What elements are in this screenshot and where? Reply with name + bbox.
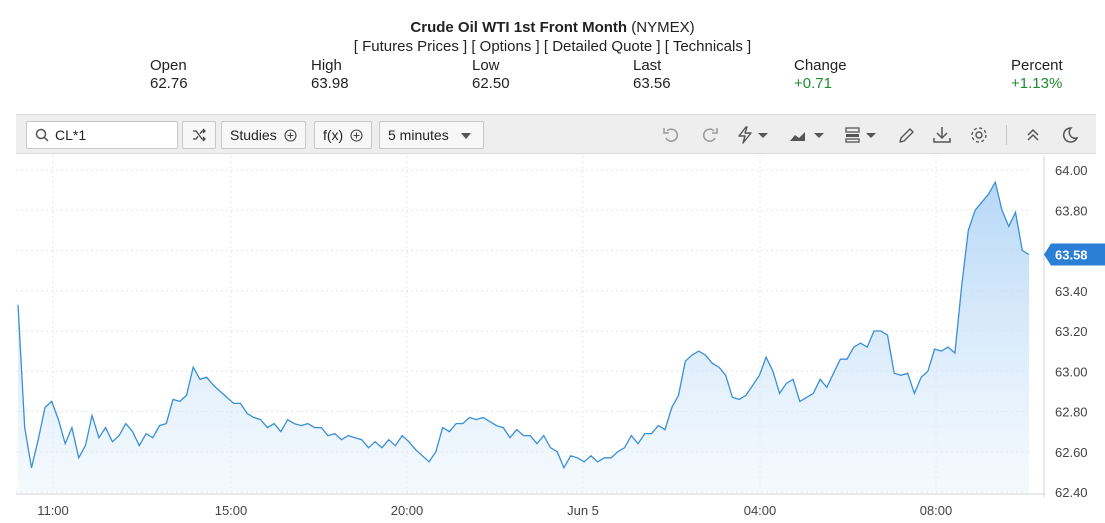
last-price-badge [1044,243,1105,266]
caret-down-icon [460,133,471,139]
last-value: 63.56 [633,75,671,92]
studies-button[interactable]: Studies [221,121,306,149]
collapse-icon[interactable] [1022,125,1044,145]
search-icon [35,128,49,142]
undo-icon[interactable] [661,125,683,145]
studies-label: Studies [230,127,277,143]
price-area [18,182,1029,492]
price-line [17,180,1030,470]
add-circle-icon [284,129,297,142]
open-label: Open [150,57,187,74]
percent-label: Percent [1011,57,1063,74]
interval-value: 5 minutes [388,127,449,143]
low-label: Low [472,57,500,74]
y-tick-label: 64.00 [1055,163,1088,178]
y-tick-label: 62.40 [1055,485,1088,500]
shuffle-icon [193,128,206,142]
x-tick-label: 15:00 [215,503,248,518]
x-tick-label: 20:00 [391,503,424,518]
title: Crude Oil WTI 1st Front Month (NYMEX) [0,19,1105,36]
change-cell: Change +0.71 [794,57,847,93]
high-label: High [311,57,342,74]
high-cell: High 63.98 [311,57,349,93]
add-circle-icon [350,129,363,142]
y-tick-label: 63.00 [1055,364,1088,379]
price-chart[interactable]: 11:00 15:00 20:00 Jun 5 04:00 08:00 64.00 63.8… [16,156,1105,523]
low-value: 62.50 [472,75,510,92]
download-icon[interactable] [931,125,953,145]
function-button[interactable]: f(x) [314,121,373,149]
x-axis: 11:00 15:00 20:00 Jun 5 04:00 08:00 [37,503,952,518]
lightning-icon[interactable] [734,125,770,145]
exchange-name: (NYMEX) [627,19,695,36]
y-tick-label: 63.80 [1055,203,1088,218]
open-cell: Open 62.76 [150,57,188,93]
layout-icon[interactable] [844,125,880,145]
y-tick-label: 62.60 [1055,445,1088,460]
interval-select[interactable]: 5 minutes [379,121,484,149]
x-tick-label: Jun 5 [567,503,599,518]
symbol-search-input[interactable]: CL*1 [26,121,178,149]
symbol-value: CL*1 [55,127,87,143]
change-label: Change [794,57,847,74]
open-value: 62.76 [150,75,188,92]
x-tick-label: 04:00 [744,503,777,518]
compare-button[interactable] [182,121,216,149]
low-cell: Low 62.50 [472,57,510,93]
x-tick-label: 11:00 [37,503,69,518]
y-tick-label: 63.20 [1055,324,1088,339]
instrument-name: Crude Oil WTI 1st Front Month [410,19,628,36]
last-price-label: 63.58 [1055,248,1088,263]
chart-svg[interactable]: 11:00 15:00 20:00 Jun 5 04:00 08:00 64.00 63.8… [16,156,1105,523]
moon-icon[interactable] [1058,125,1080,145]
redo-icon[interactable] [698,125,720,145]
y-axis: 64.0063.8063.6063.4063.2063.0062.8062.60… [1055,163,1088,500]
last-cell: Last 63.56 [633,57,671,93]
quote-links[interactable]: [ Futures Prices ] [ Options ] [ Detaile… [353,38,752,55]
chart-type-icon[interactable] [788,125,826,145]
toolbar-divider [1006,125,1007,145]
y-tick-label: 63.40 [1055,284,1088,299]
percent-value: +1.13% [1011,75,1063,92]
x-tick-label: 08:00 [920,503,953,518]
high-value: 63.98 [311,75,349,92]
y-tick-label: 62.80 [1055,405,1088,420]
last-label: Last [633,57,662,74]
chart-toolbar: CL*1 Studies f(x) 5 minutes [16,114,1096,154]
function-label: f(x) [323,127,344,143]
change-value: +0.71 [794,75,832,92]
percent-cell: Percent +1.13% [1011,57,1063,93]
last-price-marker: 63.58 [1044,243,1105,266]
gear-icon[interactable] [968,125,990,145]
pencil-icon[interactable] [896,125,918,145]
